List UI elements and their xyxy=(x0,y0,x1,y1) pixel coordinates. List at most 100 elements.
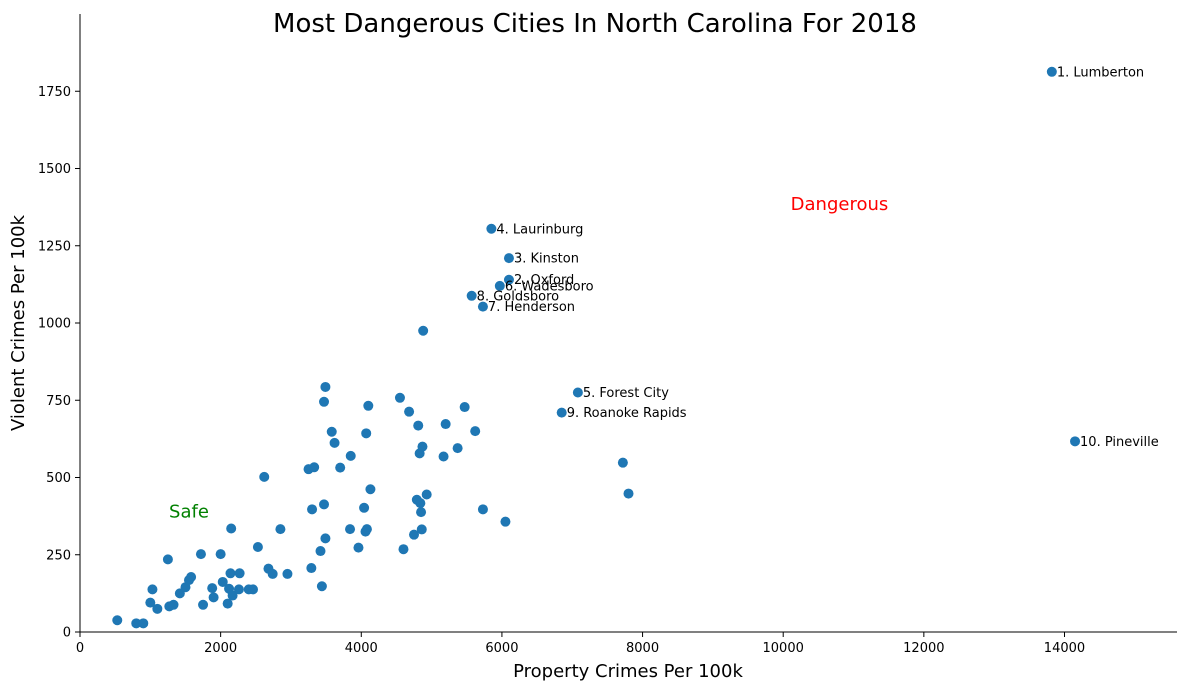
data-point xyxy=(316,581,327,592)
data-point xyxy=(186,571,197,582)
labeled-data-point xyxy=(572,387,583,398)
labeled-points: 1. Lumberton 2. Oxford 3. Kinston 4. Laurin… xyxy=(466,65,1159,450)
data-point xyxy=(162,554,173,565)
data-point xyxy=(617,457,628,468)
labeled-data-point xyxy=(466,290,477,301)
data-point xyxy=(131,618,142,629)
data-point xyxy=(145,597,156,608)
x-tick-label: 12000 xyxy=(903,641,944,656)
data-point xyxy=(168,599,179,610)
data-point xyxy=(112,615,123,626)
data-point xyxy=(207,583,218,594)
x-tick-label: 10000 xyxy=(763,641,804,656)
data-point xyxy=(416,524,427,535)
data-point xyxy=(404,406,415,417)
data-point xyxy=(147,584,158,595)
data-point xyxy=(452,443,463,454)
data-point xyxy=(217,576,228,587)
zone-labels: Dangerous Safe xyxy=(169,194,888,522)
zone-label: Safe xyxy=(169,501,209,522)
data-point xyxy=(226,523,237,534)
data-point xyxy=(623,488,634,499)
data-point xyxy=(259,471,270,482)
data-point xyxy=(307,504,318,515)
data-point xyxy=(440,419,451,430)
data-point xyxy=(361,524,372,535)
zone-label: Dangerous xyxy=(791,194,889,215)
x-tick-label: 4000 xyxy=(345,641,378,656)
data-point xyxy=(365,484,376,495)
data-point xyxy=(306,563,317,574)
data-point xyxy=(335,462,346,473)
labeled-data-point xyxy=(477,301,488,312)
data-point xyxy=(208,592,219,603)
x-axis-label: Property Crimes Per 100k xyxy=(513,661,743,682)
data-point xyxy=(500,516,511,527)
point-label: 9. Roanoke Rapids xyxy=(567,406,687,421)
data-point xyxy=(329,437,340,448)
point-label: 6. Wadesboro xyxy=(505,279,594,294)
data-point xyxy=(326,426,337,437)
data-point xyxy=(345,524,356,535)
y-tick-label: 1000 xyxy=(38,317,71,332)
x-axis-ticks: 0 2000 4000 6000 8000 10000 12000 14000 xyxy=(76,632,1085,656)
data-point xyxy=(361,428,372,439)
labeled-data-point xyxy=(494,280,505,291)
y-tick-label: 0 xyxy=(63,626,71,641)
y-tick-label: 750 xyxy=(46,394,71,409)
x-tick-label: 14000 xyxy=(1044,641,1085,656)
data-point xyxy=(319,396,330,407)
data-point xyxy=(319,499,330,510)
data-point xyxy=(320,533,331,544)
data-point xyxy=(138,618,149,629)
y-tick-label: 500 xyxy=(46,471,71,486)
labeled-data-point xyxy=(486,223,497,234)
data-point xyxy=(415,498,426,509)
data-point xyxy=(152,603,163,614)
x-tick-label: 0 xyxy=(76,641,84,656)
data-point xyxy=(418,325,429,336)
data-point xyxy=(417,441,428,452)
data-point xyxy=(438,451,449,462)
point-label: 8. Goldsboro xyxy=(477,289,559,304)
data-point xyxy=(195,549,206,560)
data-point xyxy=(470,426,481,437)
labeled-data-point xyxy=(503,253,514,264)
point-label: 10. Pineville xyxy=(1080,435,1159,450)
data-point xyxy=(394,392,405,403)
point-label: 1. Lumberton xyxy=(1057,65,1144,80)
data-point xyxy=(409,529,420,540)
labeled-data-point xyxy=(1070,436,1081,447)
data-point xyxy=(363,400,374,411)
x-tick-label: 8000 xyxy=(626,641,659,656)
data-point xyxy=(247,584,258,595)
data-point xyxy=(222,598,233,609)
x-tick-label: 2000 xyxy=(204,641,237,656)
data-point xyxy=(282,568,293,579)
data-point xyxy=(398,544,409,555)
point-label: 4. Laurinburg xyxy=(496,222,583,237)
labeled-data-point xyxy=(556,407,567,418)
y-tick-label: 1750 xyxy=(38,85,71,100)
labeled-data-point xyxy=(503,274,514,285)
data-point xyxy=(233,584,244,595)
y-axis-label: Violent Crimes Per 100k xyxy=(8,214,29,431)
data-point xyxy=(227,590,238,601)
data-point xyxy=(359,502,370,513)
data-point xyxy=(215,549,226,560)
y-tick-label: 1250 xyxy=(38,239,71,254)
data-point xyxy=(353,542,364,553)
point-label: 5. Forest City xyxy=(583,386,669,401)
data-point xyxy=(413,420,424,431)
chart-title: Most Dangerous Cities In North Carolina … xyxy=(273,9,917,39)
labeled-data-point xyxy=(1046,66,1057,77)
data-point xyxy=(234,568,245,579)
data-points xyxy=(112,325,634,629)
data-point xyxy=(252,542,263,553)
y-tick-label: 250 xyxy=(46,548,71,563)
data-point xyxy=(416,507,427,518)
data-point xyxy=(198,599,209,610)
data-point xyxy=(421,489,432,500)
data-point xyxy=(309,462,320,473)
